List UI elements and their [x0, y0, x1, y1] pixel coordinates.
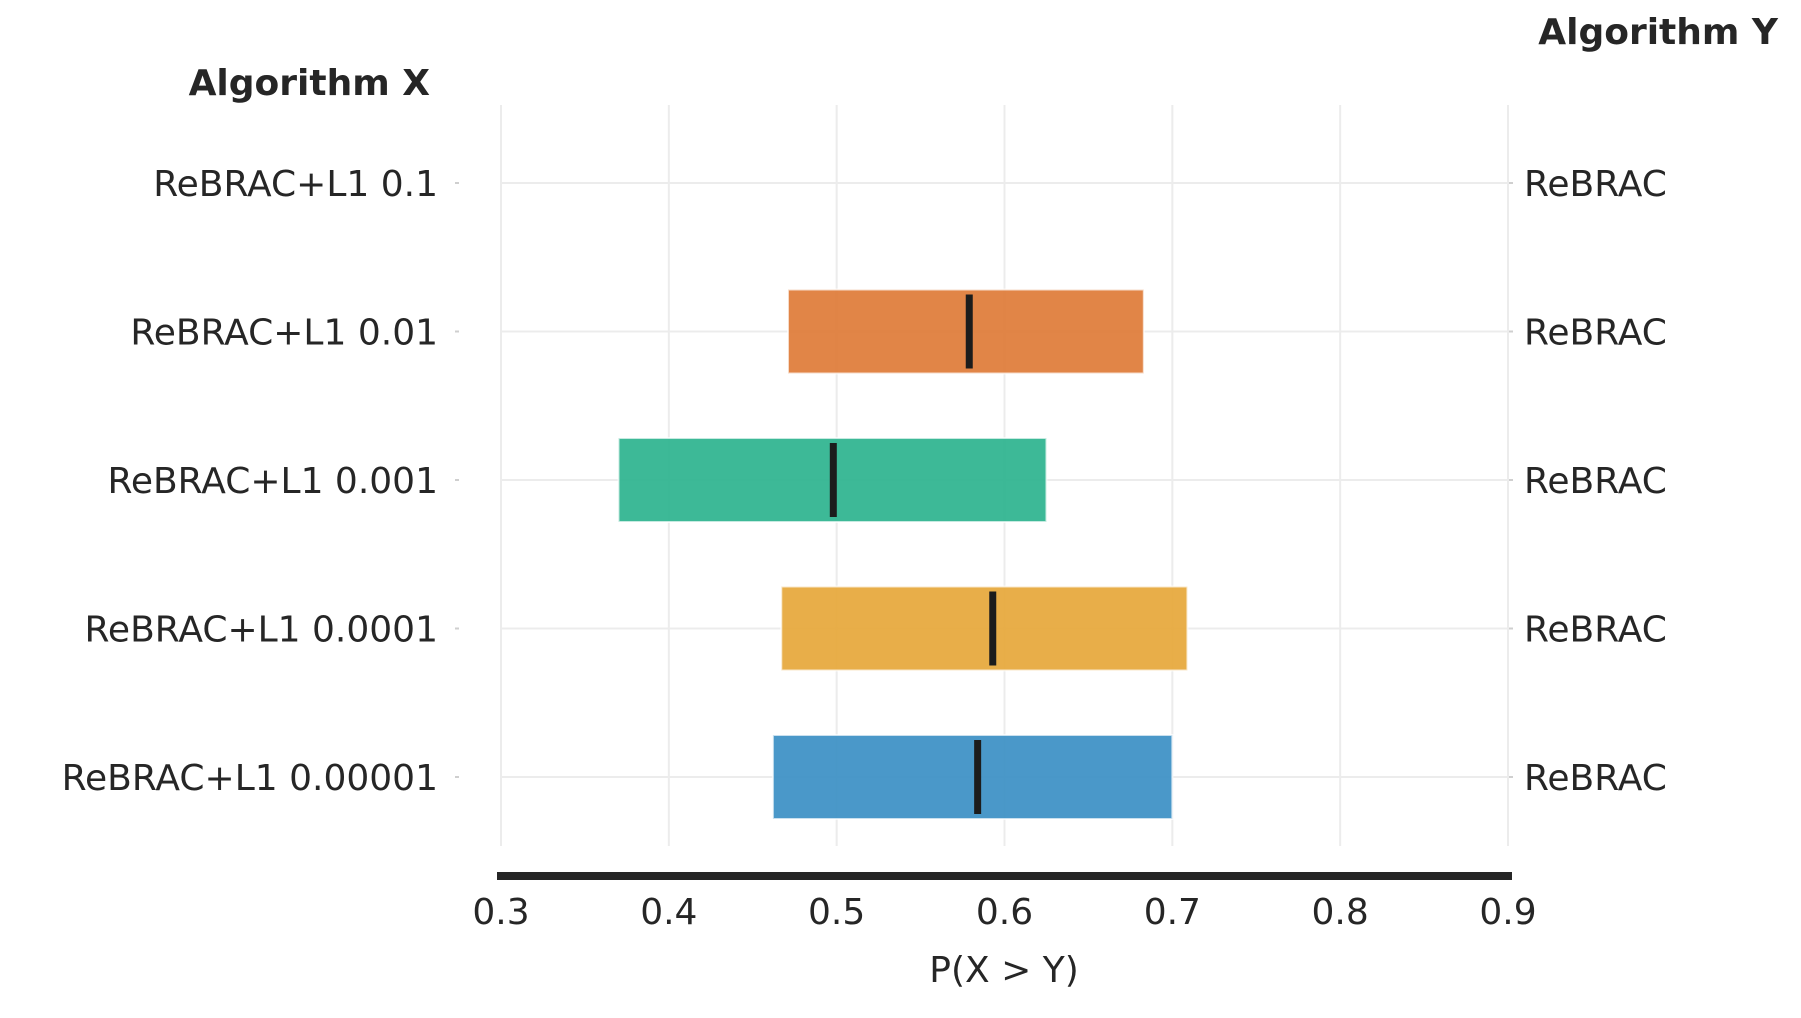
- algorithm-y-label: ReBRAC: [1524, 313, 1667, 354]
- x-tick-label: 0.6: [976, 892, 1033, 933]
- left-header: Algorithm X: [189, 63, 431, 104]
- algorithm-x-label: ReBRAC+L1 0.1: [153, 164, 438, 205]
- algorithm-x-label: ReBRAC+L1 0.00001: [62, 758, 438, 799]
- x-tick-label: 0.9: [1479, 892, 1536, 933]
- x-tick-label: 0.8: [1312, 892, 1369, 933]
- algorithm-x-label: ReBRAC+L1 0.001: [107, 461, 438, 502]
- x-axis-title: P(X > Y): [929, 950, 1079, 991]
- row-labels: ReBRAC+L1 0.1 ReBRAC ReBRAC+L1 0.01 ReBRAC R…: [62, 164, 1667, 799]
- algorithm-y-label: ReBRAC: [1524, 610, 1667, 651]
- interval-bar: [771, 734, 1174, 820]
- algorithm-y-label: ReBRAC: [1524, 461, 1667, 502]
- algorithm-y-label: ReBRAC: [1524, 164, 1667, 205]
- x-tick-label: 0.4: [640, 892, 697, 933]
- algorithm-y-label: ReBRAC: [1524, 758, 1667, 799]
- algorithm-x-label: ReBRAC+L1 0.01: [130, 313, 438, 354]
- right-header: Algorithm Y: [1538, 12, 1779, 53]
- interval-bars: [617, 288, 1189, 820]
- interval-bar: [780, 585, 1189, 672]
- x-tick-label: 0.3: [472, 892, 529, 933]
- algorithm-x-label: ReBRAC+L1 0.0001: [85, 610, 438, 651]
- x-tick-label: 0.7: [1144, 892, 1201, 933]
- x-axis: 0.3 0.4 0.5 0.6 0.7 0.8 0.9: [472, 872, 1537, 933]
- x-tick-label: 0.5: [808, 892, 865, 933]
